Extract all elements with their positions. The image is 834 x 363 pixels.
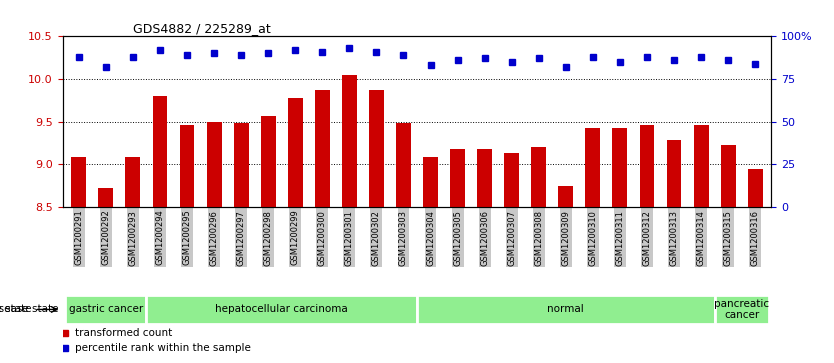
Bar	[450, 149, 465, 207]
Bar	[342, 75, 357, 207]
FancyBboxPatch shape	[417, 295, 715, 324]
Text: gastric cancer: gastric cancer	[68, 305, 143, 314]
Bar	[207, 122, 222, 207]
Bar	[288, 98, 303, 207]
Text: disease state: disease state	[0, 305, 32, 314]
Bar	[396, 123, 411, 207]
Text: pancreatic
cancer: pancreatic cancer	[714, 299, 769, 320]
Bar	[179, 125, 194, 207]
Text: normal: normal	[547, 305, 584, 314]
Bar	[531, 147, 546, 207]
Bar	[721, 146, 736, 207]
Bar	[640, 125, 655, 207]
Bar	[423, 158, 438, 207]
Bar	[694, 125, 709, 207]
Bar	[234, 123, 249, 207]
FancyBboxPatch shape	[147, 295, 417, 324]
FancyBboxPatch shape	[715, 295, 769, 324]
Text: GDS4882 / 225289_at: GDS4882 / 225289_at	[133, 22, 271, 35]
Text: disease state: disease state	[0, 305, 58, 314]
Bar	[477, 149, 492, 207]
Bar	[612, 129, 627, 207]
Bar	[666, 140, 681, 207]
Bar	[153, 96, 168, 207]
Bar	[125, 158, 140, 207]
Bar	[505, 153, 519, 207]
Bar	[98, 188, 113, 207]
Text: percentile rank within the sample: percentile rank within the sample	[75, 343, 251, 353]
Bar	[748, 168, 762, 207]
Bar	[261, 117, 275, 207]
Bar	[585, 129, 600, 207]
Bar	[315, 90, 329, 207]
Text: hepatocellular carcinoma: hepatocellular carcinoma	[215, 305, 348, 314]
FancyBboxPatch shape	[65, 295, 147, 324]
Bar	[369, 90, 384, 207]
Text: transformed count: transformed count	[75, 328, 173, 338]
Bar	[72, 158, 86, 207]
Bar	[559, 187, 573, 207]
